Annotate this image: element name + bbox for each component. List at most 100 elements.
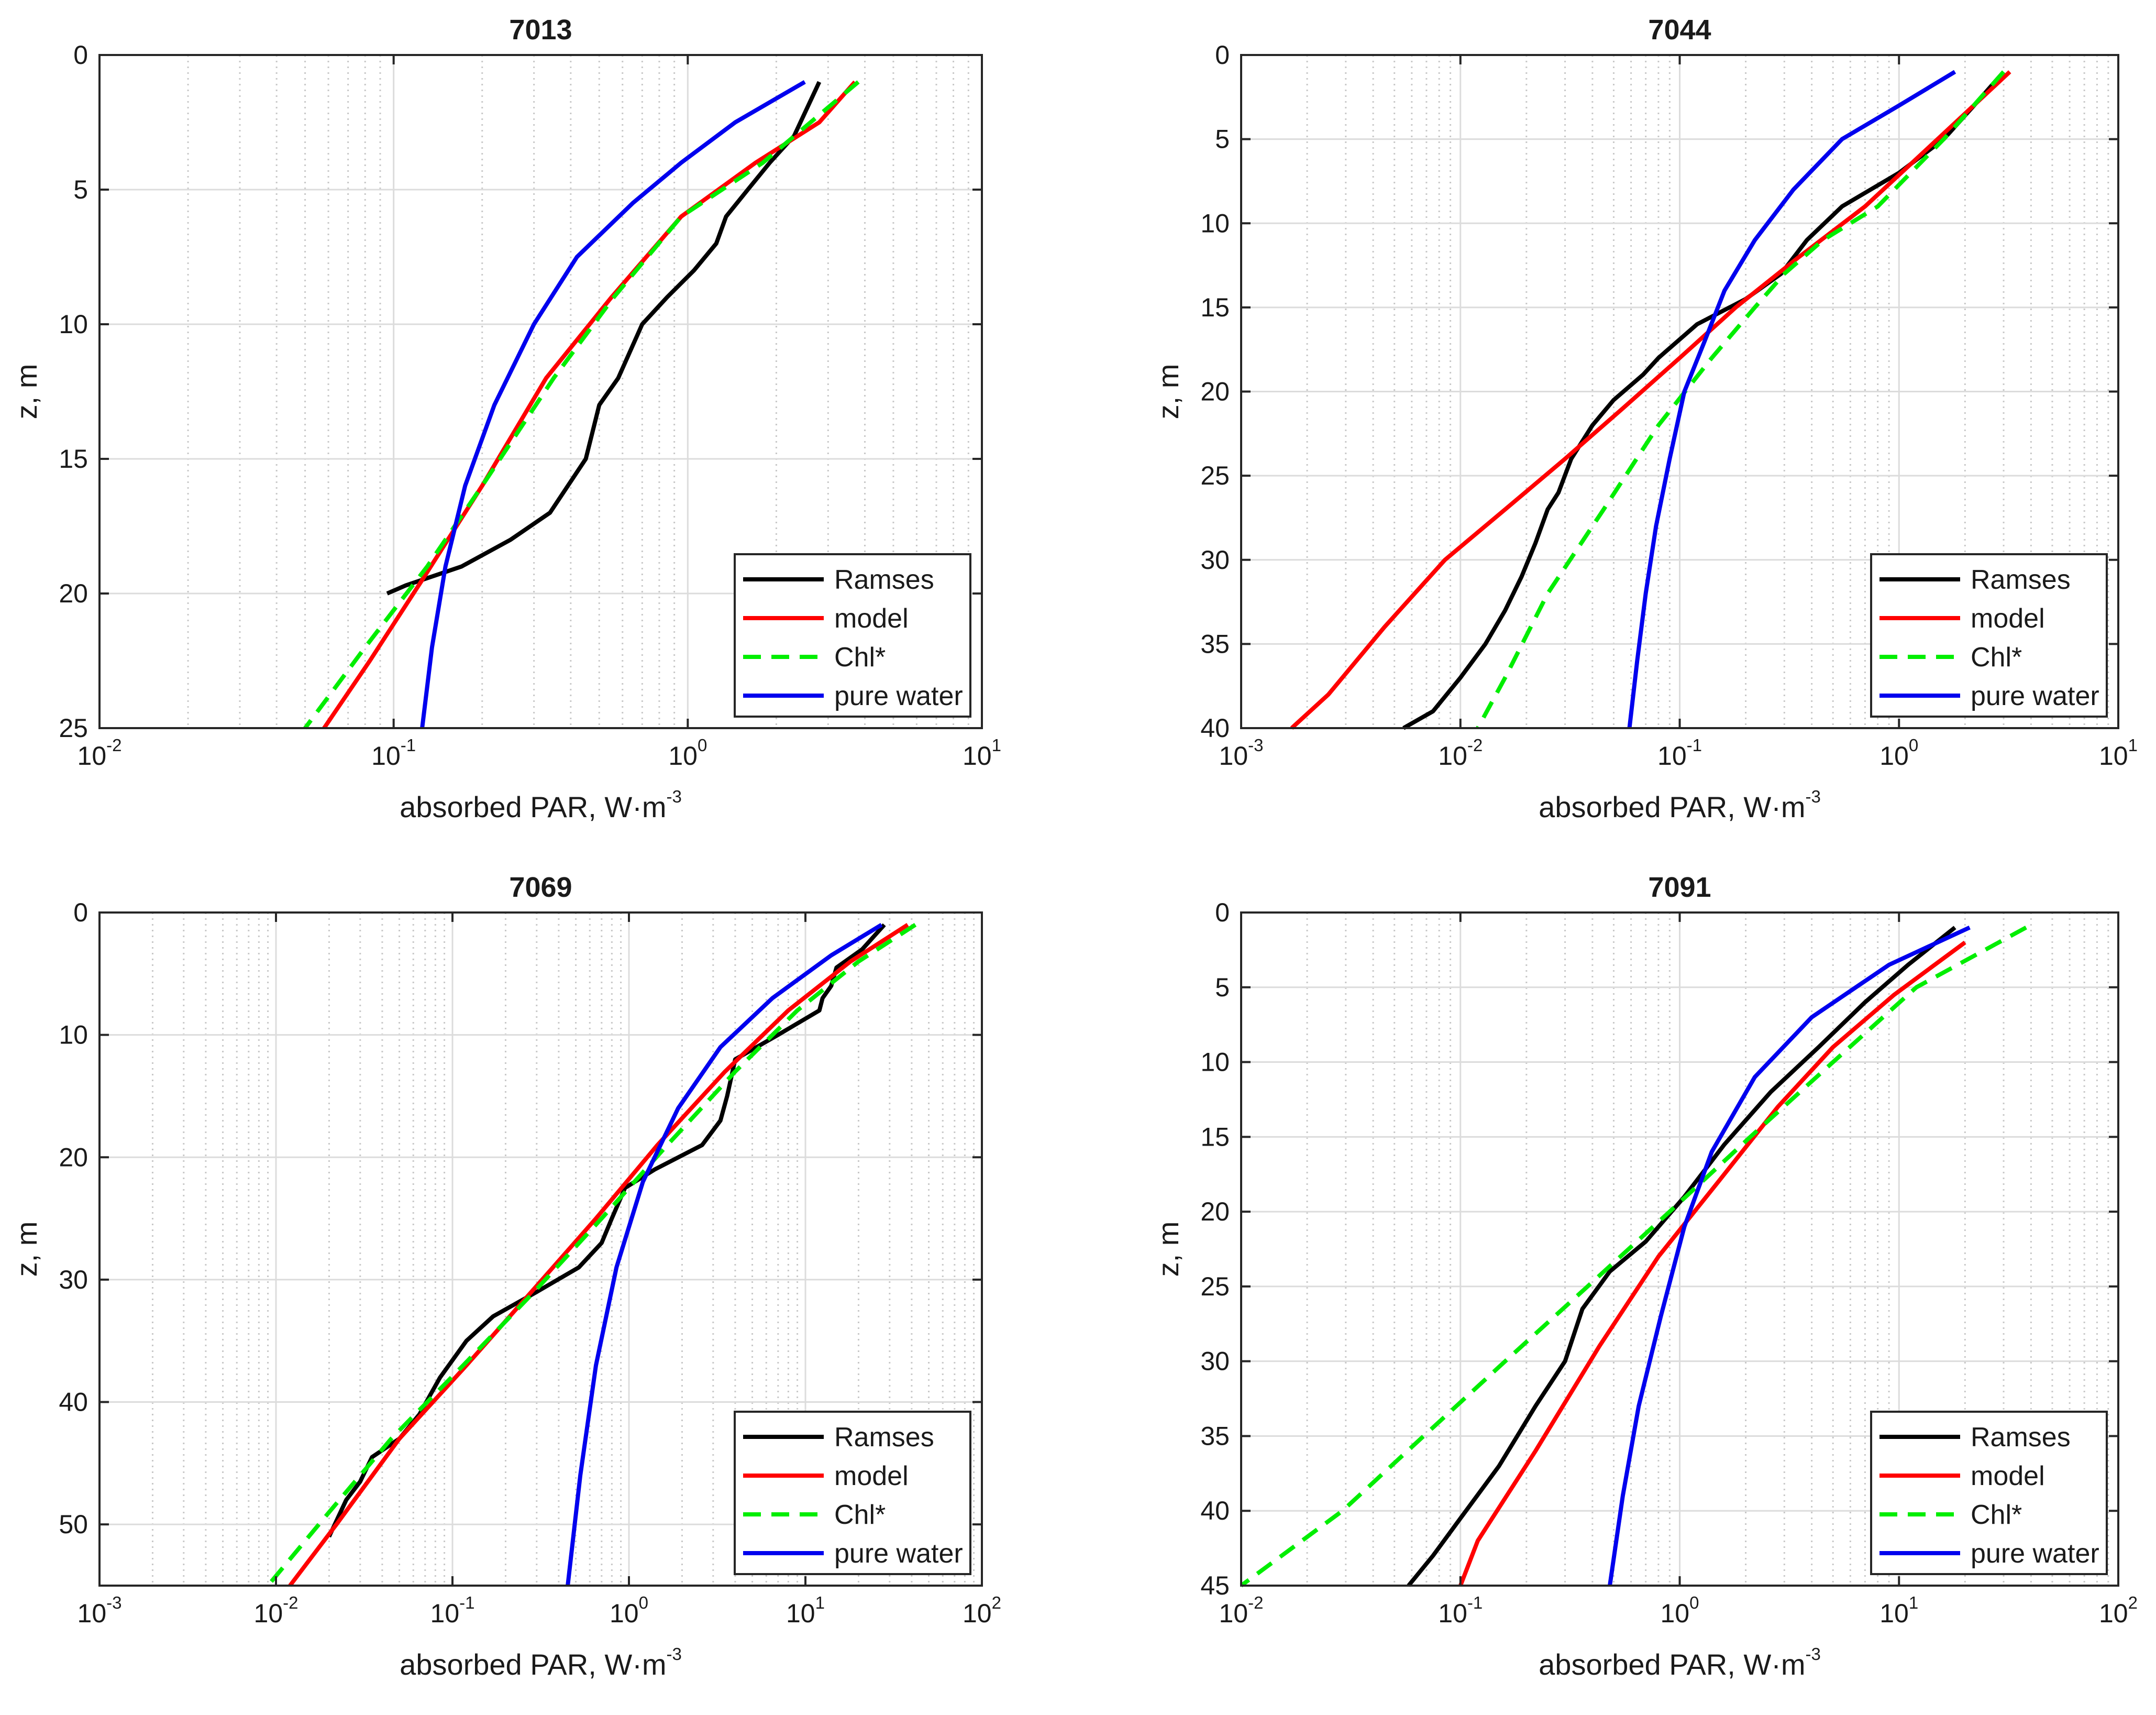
x-tick-base: 10 xyxy=(1438,1599,1467,1628)
axes-box xyxy=(98,54,983,729)
legend-entry: Ramses xyxy=(834,1422,934,1453)
x-tick-base: 10 xyxy=(2099,1599,2128,1628)
series-line-chl xyxy=(266,923,917,1587)
x-tick-label: 101 xyxy=(2099,735,2138,771)
x-tick-base: 10 xyxy=(2099,741,2128,771)
legend-entry: Ramses xyxy=(1971,565,2071,595)
x-tick-exponent: 2 xyxy=(992,1593,1001,1612)
x-tick-exponent: 1 xyxy=(2128,735,2138,755)
x-axis-label-main: absorbed PAR, W·m xyxy=(400,790,666,823)
x-tick-exponent: 1 xyxy=(815,1593,825,1612)
y-tick-label: 0 xyxy=(1215,40,1230,70)
x-tick-base: 10 xyxy=(254,1599,283,1628)
x-tick-base: 10 xyxy=(1657,741,1687,771)
x-tick-base: 10 xyxy=(1879,741,1909,771)
y-tick-label: 10 xyxy=(1200,208,1230,238)
legend: Ramses model Chl* pure water xyxy=(1870,553,2108,718)
series-line-chl xyxy=(1476,70,2005,729)
legend-entry: pure water xyxy=(1971,1538,2099,1569)
y-tick-label: 5 xyxy=(1215,125,1230,154)
legend-entry: pure water xyxy=(834,1538,963,1569)
x-axis-label: absorbed PAR, W·m-3 xyxy=(1539,1644,1821,1681)
axes-box xyxy=(98,911,983,1587)
x-tick-exponent: -2 xyxy=(1467,735,1483,755)
y-tick-label: 25 xyxy=(1200,461,1230,490)
x-tick-label: 101 xyxy=(963,735,1001,771)
x-tick-exponent: -1 xyxy=(459,1593,474,1612)
x-tick-label: 100 xyxy=(1879,735,1918,771)
y-tick-label: 25 xyxy=(59,713,88,743)
x-axis-label-main: absorbed PAR, W·m xyxy=(400,1648,666,1681)
x-tick-label: 10-1 xyxy=(1657,735,1702,771)
y-tick-label: 30 xyxy=(1200,545,1230,575)
x-tick-base: 10 xyxy=(1219,1599,1248,1628)
x-tick-base: 10 xyxy=(1661,1599,1690,1628)
x-tick-label: 10-2 xyxy=(1219,1593,1264,1628)
legend-entry: Ramses xyxy=(834,565,934,595)
x-tick-exponent: -2 xyxy=(1248,1593,1263,1612)
series-line-pure-water xyxy=(420,80,806,729)
y-tick-label: 25 xyxy=(1200,1272,1230,1301)
y-tick-label: 5 xyxy=(1215,973,1230,1002)
x-tick-label: 101 xyxy=(786,1593,825,1628)
chart-title: 7069 xyxy=(509,872,572,903)
y-tick-label: 0 xyxy=(73,40,88,70)
series-line-model xyxy=(1290,70,2011,730)
x-tick-label: 10-3 xyxy=(78,1593,122,1628)
x-axis-label-exponent: -3 xyxy=(1806,1644,1821,1664)
y-tick-label: 30 xyxy=(59,1265,88,1294)
x-tick-base: 10 xyxy=(786,1599,815,1628)
legend-entry: Chl* xyxy=(1971,1500,2022,1530)
x-tick-label: 100 xyxy=(668,735,707,771)
x-tick-exponent: 0 xyxy=(1909,735,1918,755)
x-tick-exponent: -2 xyxy=(283,1593,298,1612)
x-tick-label: 10-1 xyxy=(371,735,416,771)
x-tick-label: 10-3 xyxy=(1219,735,1264,771)
x-tick-base: 10 xyxy=(430,1599,460,1628)
y-tick-label: 40 xyxy=(1200,1496,1230,1525)
y-tick-label: 0 xyxy=(1215,898,1230,927)
y-tick-label: 20 xyxy=(59,579,88,608)
y-axis-label: z, m xyxy=(10,364,43,420)
y-axis-label: z, m xyxy=(1152,364,1185,420)
x-tick-exponent: -3 xyxy=(1248,735,1263,755)
x-tick-base: 10 xyxy=(963,741,992,771)
y-tick-label: 35 xyxy=(1200,1421,1230,1450)
chart-title: 7013 xyxy=(509,14,572,46)
x-tick-label: 100 xyxy=(1661,1593,1699,1628)
chart-title: 7091 xyxy=(1648,872,1711,903)
y-tick-label: 10 xyxy=(59,1020,88,1050)
y-tick-label: 40 xyxy=(1200,713,1230,743)
series-line-ramses xyxy=(1407,926,1956,1587)
x-axis-label-main: absorbed PAR, W·m xyxy=(1539,790,1805,823)
x-tick-label: 101 xyxy=(1879,1593,1918,1628)
series-line-chl xyxy=(303,80,860,730)
legend-entry: model xyxy=(1971,603,2045,634)
y-tick-label: 15 xyxy=(59,444,88,474)
x-tick-label: 10-2 xyxy=(78,735,122,771)
x-tick-exponent: 0 xyxy=(698,735,707,755)
x-tick-base: 10 xyxy=(963,1599,992,1628)
x-tick-label: 10-1 xyxy=(430,1593,475,1628)
legend-entry: pure water xyxy=(834,681,963,711)
x-axis-label: absorbed PAR, W·m-3 xyxy=(400,787,682,823)
series-line-pure-water xyxy=(1627,70,1956,729)
x-tick-base: 10 xyxy=(1219,741,1248,771)
x-tick-exponent: -1 xyxy=(1467,1593,1483,1612)
legend-entry: Chl* xyxy=(1971,642,2022,673)
x-tick-base: 10 xyxy=(610,1599,639,1628)
x-tick-exponent: 0 xyxy=(1689,1593,1699,1612)
y-tick-label: 30 xyxy=(1200,1347,1230,1376)
y-tick-label: 0 xyxy=(73,898,88,927)
x-tick-label: 10-2 xyxy=(1438,735,1483,771)
y-tick-label: 20 xyxy=(1200,1197,1230,1226)
series-line-ramses xyxy=(1402,70,2006,730)
x-tick-exponent: 0 xyxy=(639,1593,648,1612)
chart-title: 7044 xyxy=(1648,14,1711,46)
legend-entry: model xyxy=(834,1461,909,1491)
series-line-pure-water xyxy=(1608,925,1971,1586)
x-axis-label: absorbed PAR, W·m-3 xyxy=(1539,787,1821,823)
